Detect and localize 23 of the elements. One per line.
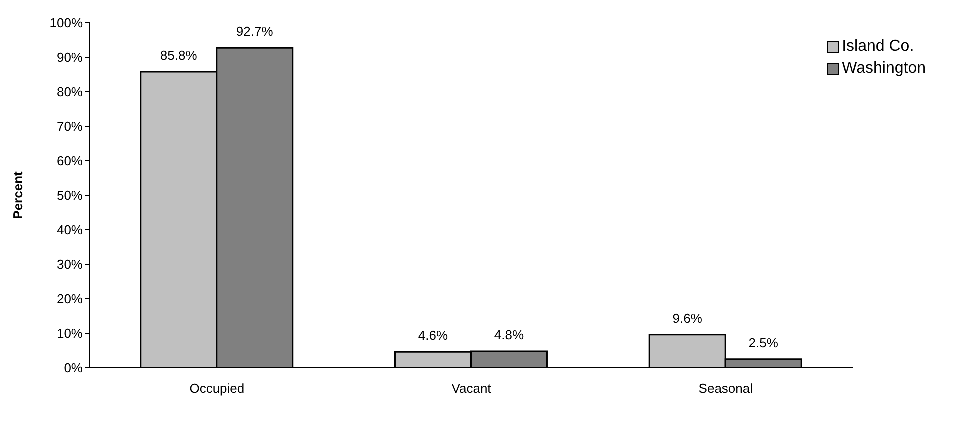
y-tick-label: 100%	[50, 16, 84, 31]
y-tick-label: 50%	[56, 188, 84, 204]
x-tick-label: Vacant	[452, 381, 492, 396]
y-tick-label: 10%	[56, 326, 84, 342]
y-tick-label: 60%	[56, 154, 84, 169]
legend-label: Washington	[842, 60, 926, 78]
data-label: 85.8%	[160, 48, 198, 63]
legend-label: Island Co.	[842, 38, 914, 56]
y-tick-label: 70%	[56, 119, 84, 134]
x-tick-label: Occupied	[190, 381, 245, 396]
data-label: 92.7%	[236, 24, 274, 40]
data-label: 2.5%	[748, 335, 779, 350]
y-tick-label: 90%	[56, 50, 84, 66]
data-label: 4.6%	[418, 328, 448, 344]
x-tick-label: Seasonal	[698, 381, 754, 396]
y-axis-title: Percent	[10, 170, 26, 220]
data-label: 4.8%	[494, 327, 524, 342]
y-tick-label: 40%	[56, 222, 84, 238]
y-tick-label: 30%	[56, 257, 84, 272]
y-tick-label: 0%	[64, 360, 84, 376]
data-label: 9.6%	[672, 310, 703, 326]
y-tick-label: 20%	[56, 292, 84, 307]
y-tick-label: 80%	[56, 84, 84, 100]
